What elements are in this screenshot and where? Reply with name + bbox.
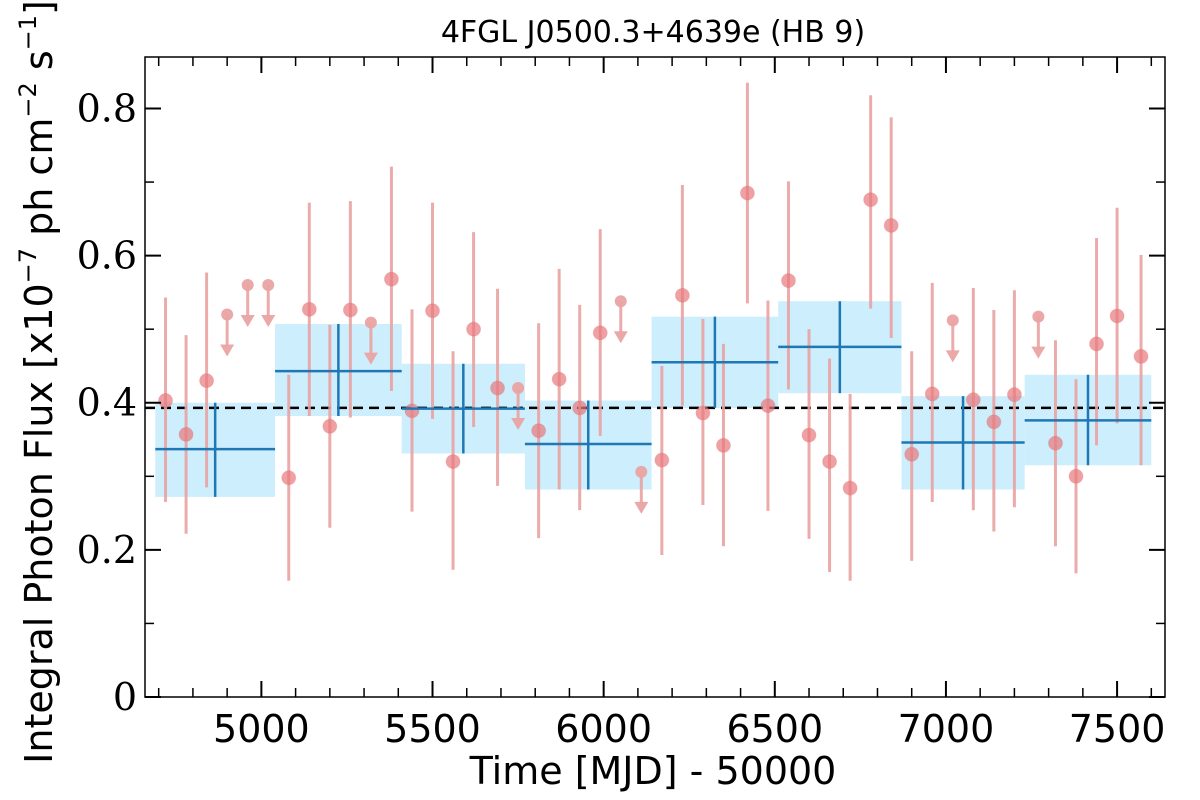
upper-limit-arrow (1031, 346, 1046, 359)
monthly-flux-point (158, 393, 174, 409)
monthly-flux-point (551, 371, 567, 387)
plot-area: 5000 5500 6000 6500 7000 7500 0 0.2 0.4 0.6 0.8 (77, 56, 1166, 751)
monthly-flux-point (739, 185, 755, 201)
monthly-flux-point (1006, 387, 1022, 403)
svg-text:Integral Photon Flux [x10−7 ph: Integral Photon Flux [x10−7 ph cm−2 s−1] (14, 0, 61, 764)
y-tick-label: 0.4 (77, 381, 137, 425)
monthly-flux-point (863, 192, 879, 208)
monthly-flux-point (760, 398, 776, 414)
y-axis-label-mid2: s (17, 50, 61, 82)
plot-frame (144, 56, 1166, 698)
x-tick-label: 6500 (726, 707, 823, 751)
y-axis-label-main: Integral Photon Flux [x10 (17, 283, 61, 764)
x-tick-label: 7000 (898, 707, 995, 751)
upper-limit-marker (946, 314, 959, 327)
monthly-flux-point (592, 325, 608, 341)
monthly-flux-point (904, 446, 920, 462)
monthly-flux-point (383, 271, 399, 287)
upper-limit-arrow (240, 315, 255, 328)
y-axis-label-end: ] (17, 0, 61, 15)
monthly-flux-point (531, 423, 547, 439)
monthly-flux-point (674, 287, 690, 303)
upper-limit-marker (635, 465, 648, 478)
y-axis-label-exp3: −1 (14, 15, 42, 50)
upper-limit-arrow (945, 350, 960, 363)
y-tick-label: 0.8 (77, 86, 137, 130)
monthly-flux-point (965, 392, 981, 408)
y-tick-label: 0.6 (77, 234, 137, 278)
monthly-flux-point (425, 303, 441, 319)
upper-limit-arrow (220, 344, 235, 357)
monthly-flux-point (404, 403, 420, 419)
monthly-flux-point (445, 454, 461, 470)
y-tick-label: 0.2 (77, 528, 137, 572)
monthly-flux-point (466, 321, 482, 337)
monthly-flux-point (178, 426, 194, 442)
monthly-flux-point (281, 470, 297, 486)
upper-limit-marker (614, 295, 627, 308)
monthly-flux-point (1109, 308, 1125, 324)
monthly-flux-point (199, 373, 215, 389)
y-tick-label: 0 (113, 675, 137, 719)
monthly-flux-point (822, 454, 838, 470)
upper-limit-marker (1032, 310, 1045, 323)
chart-title: 4FGL J0500.3+4639e (HB 9) (441, 15, 865, 50)
upper-limit-marker (364, 316, 377, 329)
monthly-flux-point (801, 427, 817, 443)
monthly-flux-point (842, 480, 858, 496)
upper-limit-marker (241, 279, 254, 292)
monthly-flux-point (654, 452, 670, 468)
y-axis-label-exp2: −2 (14, 82, 42, 117)
x-tick-label: 5500 (384, 707, 481, 751)
monthly-flux-point (490, 380, 506, 396)
monthly-flux-point (301, 301, 317, 317)
y-axis-label-exp: −7 (14, 248, 42, 283)
monthly-flux-point (1047, 435, 1063, 451)
monthly-flux-point (322, 418, 338, 434)
upper-limit-arrow (363, 352, 378, 365)
upper-limit-marker (512, 382, 525, 395)
x-tick-label: 6000 (555, 707, 652, 751)
upper-limit-marker (221, 308, 234, 321)
upper-limit-arrow (261, 315, 276, 328)
x-axis-label: Time [MJD] - 50000 (469, 749, 837, 793)
monthly-flux-point (883, 217, 899, 233)
upper-limit-arrow (613, 331, 628, 344)
upper-limit-arrow (634, 501, 649, 514)
upper-limit-marker (262, 279, 275, 292)
monthly-flux-point (572, 400, 588, 416)
monthly-flux-point (1133, 348, 1149, 364)
monthly-flux-point (695, 405, 711, 421)
x-tick-label: 5000 (213, 707, 310, 751)
monthly-flux-point (780, 273, 796, 289)
monthly-flux-point (342, 302, 358, 318)
monthly-flux-point (715, 437, 731, 453)
monthly-flux-point (924, 386, 940, 402)
monthly-flux-point (986, 414, 1002, 430)
y-axis-label-mid: ph cm (17, 118, 61, 248)
y-axis-label: Integral Photon Flux [x10−7 ph cm−2 s−1] (14, 0, 61, 764)
x-tick-label: 7500 (1069, 707, 1166, 751)
upper-limit-arrow (511, 418, 526, 431)
monthly-flux-point (1089, 336, 1105, 352)
monthly-flux-point (1068, 468, 1084, 484)
